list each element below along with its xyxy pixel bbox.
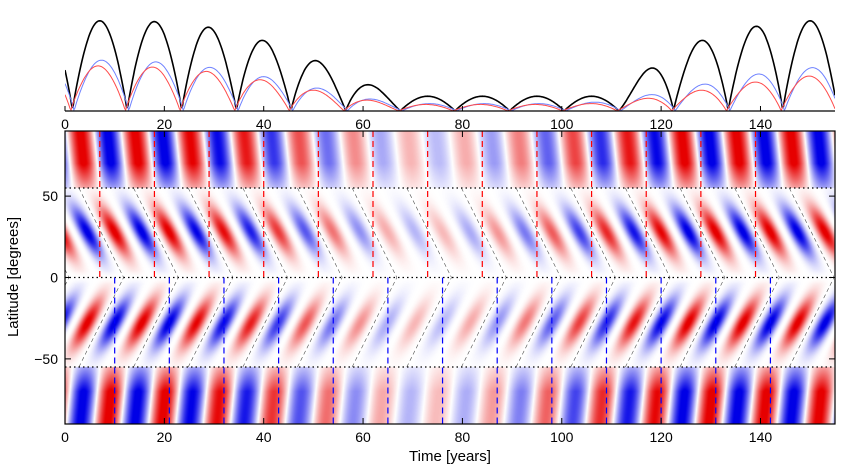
drift-guide-line: [679, 277, 725, 368]
amplitude-x-tick-label: 100: [550, 116, 574, 132]
map-y-tick-label: −50: [34, 351, 58, 367]
drift-guide-line: [515, 277, 562, 368]
map-x-tick-label: 80: [455, 429, 471, 445]
amplitude-x-tick-label: 60: [355, 116, 371, 132]
amplitude-x-tick-label: 20: [157, 116, 173, 132]
drift-guide-line: [789, 277, 835, 368]
drift-guide-line: [570, 277, 616, 368]
drift-guide-line: [133, 277, 179, 368]
x-axis-label: Time [years]: [409, 448, 491, 465]
drift-guide-line: [461, 187, 507, 278]
drift-guide-line: [78, 277, 124, 368]
drift-guide-line: [242, 187, 288, 278]
butterfly-map-panel: 0 20 40 60 80 100 120 140 −50 0 50 Time [years] La…: [5, 130, 851, 465]
drift-guide-line: [515, 187, 562, 278]
map-x-tick-label: 20: [157, 429, 173, 445]
drift-guide-line: [789, 187, 835, 278]
butterfly-heatmap: [65, 131, 835, 424]
series-line-blue: [65, 59, 835, 111]
amplitude-x-tick-label: 80: [455, 116, 471, 132]
map-x-tick-label: 60: [355, 429, 371, 445]
amplitude-panel: 0 20 40 60 80 100 120 140: [61, 19, 835, 132]
amplitude-x-tick-label: 120: [649, 116, 673, 132]
map-x-tick-label: 140: [749, 429, 773, 445]
drift-guide-line: [242, 277, 288, 368]
y-axis-label: Latitude [degrees]: [5, 217, 22, 337]
series-line-total: [65, 19, 835, 111]
drift-guide-line: [844, 188, 851, 278]
map-x-tick-label: 0: [61, 429, 69, 445]
series-line-red: [65, 65, 835, 111]
drift-guide-line: [187, 187, 234, 278]
drift-guide-line: [78, 187, 124, 278]
map-x-tick-label: 100: [550, 429, 574, 445]
amplitude-x-tick-label: 40: [256, 116, 272, 132]
drift-guide-line: [406, 277, 452, 368]
map-x-tick-label: 40: [256, 429, 272, 445]
drift-guide-line: [625, 277, 671, 368]
drift-guide-line: [133, 187, 179, 278]
amplitude-x-tick-label: 0: [61, 116, 69, 132]
drift-guide-line: [351, 277, 398, 368]
drift-guide-line: [734, 277, 780, 368]
drift-guide-line: [187, 277, 234, 368]
drift-guide-line: [679, 187, 725, 278]
drift-guide-line: [844, 278, 851, 368]
drift-guide-line: [297, 187, 343, 278]
map-x-tick-label: 120: [649, 429, 673, 445]
drift-guide-line: [625, 187, 671, 278]
map-y-tick-label: 50: [42, 188, 58, 204]
drift-guide-line: [297, 277, 343, 368]
drift-guide-line: [461, 277, 507, 368]
drift-guide-line: [734, 187, 780, 278]
drift-guide-line: [351, 187, 398, 278]
map-y-tick-label: 0: [50, 270, 58, 286]
drift-guide-line: [570, 187, 616, 278]
drift-guide-line: [406, 187, 452, 278]
amplitude-x-tick-label: 140: [749, 116, 773, 132]
